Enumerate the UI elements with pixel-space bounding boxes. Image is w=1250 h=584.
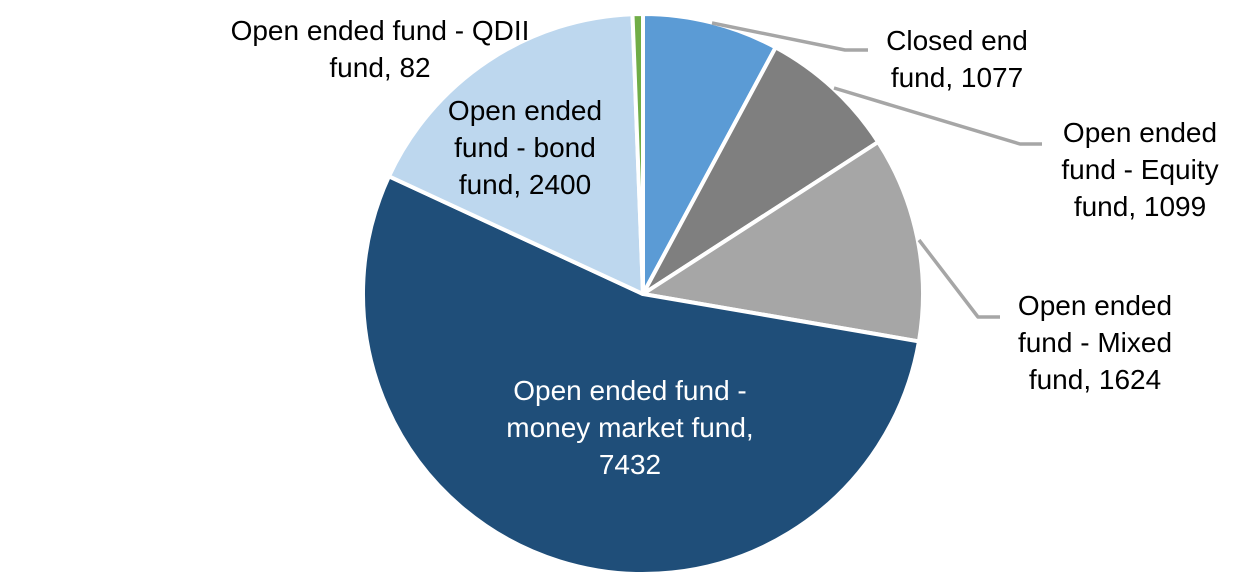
leader-line-closed-end-fund <box>711 21 868 52</box>
pie-slice-closed-end-fund <box>641 12 778 296</box>
leader-line-equity-fund <box>833 86 1042 146</box>
data-label-mixed-fund: Open ended fund - Mixed fund, 1624 <box>1017 290 1173 395</box>
data-label-bond-fund: Open ended fund - bond fund, 2400 <box>447 95 603 200</box>
pie-slice-open-ended-qdii-fund <box>630 12 645 296</box>
leader-line-mixed-fund <box>917 238 1000 319</box>
pie-slice-open-ended-mixed-fund <box>641 140 925 344</box>
pie-slice-open-ended-equity-fund <box>641 45 881 296</box>
pie-slices-group <box>361 12 925 576</box>
data-label-money-market-fund: Open ended fund - money market fund, 743… <box>506 375 754 480</box>
data-label-closed-end-fund: Closed end fund, 1077 <box>886 25 1028 93</box>
data-label-qdii-fund: Open ended fund - QDII fund, 82 <box>230 15 530 83</box>
pie-slice-open-ended-bond-fund <box>386 12 645 296</box>
pie-slice-open-ended-money-market-fund <box>361 174 921 576</box>
data-label-equity-fund: Open ended fund - Equity fund, 1099 <box>1061 117 1219 222</box>
leader-lines-group <box>711 21 1042 319</box>
